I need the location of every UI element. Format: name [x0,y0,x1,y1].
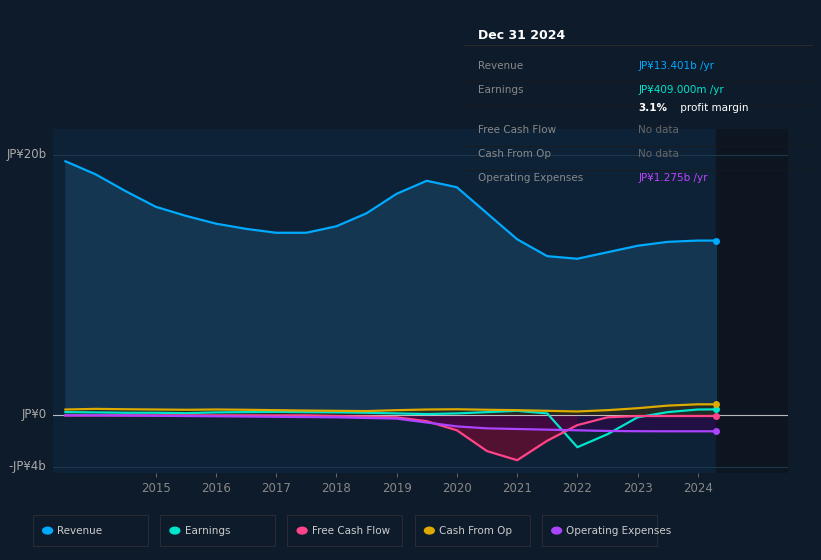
Text: No data: No data [639,125,679,136]
Text: JP¥1.275b /yr: JP¥1.275b /yr [639,174,708,184]
Text: Revenue: Revenue [57,526,103,535]
Text: Cash From Op: Cash From Op [439,526,512,535]
Text: JP¥409.000m /yr: JP¥409.000m /yr [639,85,724,95]
Bar [716,129,788,473]
Text: Operating Expenses: Operating Expenses [566,526,672,535]
Text: JP¥0: JP¥0 [21,408,47,421]
Text: JP¥20b: JP¥20b [7,148,47,161]
Text: Free Cash Flow: Free Cash Flow [312,526,390,535]
Text: -JP¥4b: -JP¥4b [9,460,47,473]
Text: No data: No data [639,150,679,160]
Text: profit margin: profit margin [677,103,748,113]
Text: Cash From Op: Cash From Op [478,150,551,160]
Text: Earnings: Earnings [478,85,523,95]
Text: Dec 31 2024: Dec 31 2024 [478,29,565,42]
Text: Free Cash Flow: Free Cash Flow [478,125,556,136]
Text: Earnings: Earnings [185,526,230,535]
Text: 3.1%: 3.1% [639,103,667,113]
Text: JP¥13.401b /yr: JP¥13.401b /yr [639,60,714,71]
Text: Operating Expenses: Operating Expenses [478,174,583,184]
Text: Revenue: Revenue [478,60,523,71]
